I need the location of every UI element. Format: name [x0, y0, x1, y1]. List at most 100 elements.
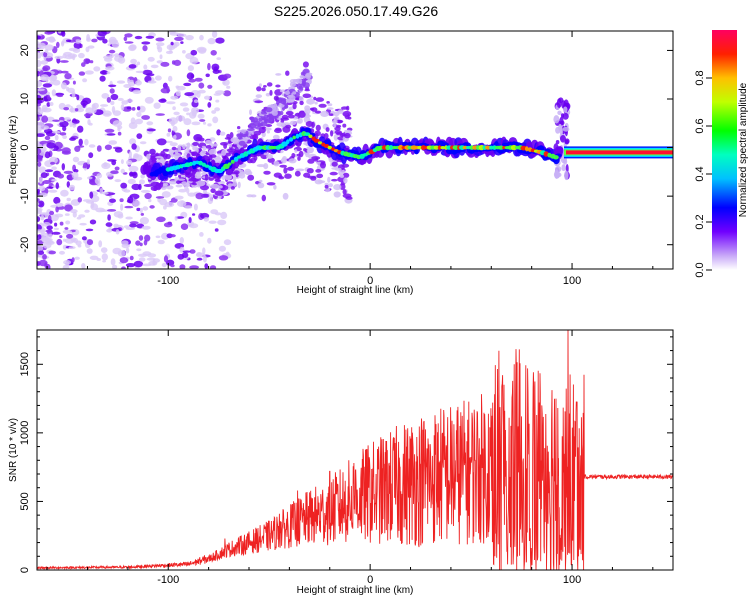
- noise-blob: [99, 188, 104, 195]
- noise-blob: [214, 179, 221, 183]
- noise-blob: [37, 250, 45, 255]
- noise-blob: [258, 117, 263, 122]
- noise-blob: [101, 162, 111, 169]
- noise-blob: [135, 240, 141, 246]
- noise-blob: [60, 70, 69, 74]
- noise-blob: [37, 147, 42, 155]
- noise-blob: [210, 188, 216, 194]
- noise-blob: [205, 73, 210, 78]
- snr-series-line: [37, 330, 673, 570]
- noise-blob: [81, 62, 86, 67]
- colorbar-tick-label: 0.0: [694, 262, 706, 277]
- noise-blob: [148, 199, 152, 203]
- noise-blob: [217, 153, 223, 156]
- noise-blob: [155, 156, 163, 159]
- noise-blob: [42, 83, 53, 88]
- noise-blob: [181, 181, 188, 186]
- noise-blob: [316, 161, 322, 165]
- noise-blob: [163, 255, 169, 263]
- noise-blob: [159, 198, 168, 206]
- noise-blob: [182, 250, 191, 253]
- noise-blob: [189, 223, 199, 229]
- noise-blob: [318, 103, 327, 108]
- noise-blob: [320, 110, 329, 117]
- noise-blob: [200, 150, 207, 155]
- noise-blob: [258, 179, 263, 183]
- noise-blob: [242, 133, 247, 138]
- noise-blob: [173, 41, 180, 47]
- noise-blob: [207, 196, 214, 205]
- noise-blob: [50, 161, 56, 165]
- noise-blob: [172, 125, 178, 132]
- noise-blob: [179, 264, 186, 269]
- noise-blob: [188, 179, 196, 182]
- noise-blob: [146, 73, 155, 77]
- noise-blob: [220, 211, 228, 219]
- noise-blob: [333, 184, 342, 191]
- noise-blob: [285, 70, 290, 76]
- ridge-hotspot: [281, 141, 288, 147]
- noise-blob: [156, 216, 166, 223]
- noise-blob: [261, 87, 266, 92]
- ridge-hotspot: [421, 145, 426, 151]
- colorbar-tick-label: 0.4: [694, 166, 706, 181]
- noise-blob: [117, 213, 124, 219]
- ridge-hotspot: [292, 135, 297, 140]
- noise-blob: [37, 122, 45, 127]
- noise-blob: [209, 265, 217, 269]
- noise-blob: [61, 163, 65, 171]
- spectrogram-frame: [36, 30, 674, 270]
- noise-blob: [183, 82, 192, 87]
- noise-blob: [69, 120, 73, 128]
- noise-blob: [77, 145, 85, 148]
- noise-blob: [343, 132, 351, 139]
- noise-blob: [215, 90, 225, 95]
- noise-blob: [150, 181, 160, 187]
- noise-blob: [165, 153, 171, 160]
- noise-blob: [37, 161, 42, 167]
- noise-blob: [38, 185, 46, 192]
- noise-blob: [138, 235, 144, 241]
- noise-blob: [100, 247, 108, 254]
- noise-blob: [186, 187, 190, 194]
- noise-blob: [170, 95, 179, 100]
- noise-blob: [168, 31, 176, 34]
- noise-blob: [59, 120, 69, 128]
- noise-blob: [314, 101, 318, 105]
- noise-blob: [193, 203, 198, 211]
- noise-blob: [85, 228, 94, 232]
- noise-blob: [158, 98, 167, 103]
- noise-blob: [77, 125, 84, 133]
- noise-blob: [53, 196, 61, 205]
- noise-blob: [174, 36, 184, 42]
- noise-blob: [239, 171, 246, 175]
- noise-blob: [120, 203, 124, 211]
- noise-blob: [78, 138, 83, 146]
- noise-blob: [311, 107, 318, 112]
- noise-blob: [563, 106, 568, 113]
- noise-blob: [37, 154, 43, 162]
- noise-blob: [186, 147, 190, 153]
- noise-blob: [110, 93, 119, 101]
- noise-blob: [114, 55, 124, 62]
- noise-blob: [215, 37, 225, 44]
- noise-blob: [556, 98, 562, 108]
- noise-blob: [139, 242, 143, 247]
- noise-blob: [232, 180, 238, 187]
- noise-blob: [132, 89, 142, 95]
- noise-blob: [110, 258, 116, 266]
- noise-blob: [37, 35, 41, 40]
- noise-blob: [139, 217, 149, 225]
- noise-blob: [301, 81, 306, 87]
- noise-blob: [116, 80, 126, 84]
- noise-blob: [128, 151, 132, 159]
- noise-blob: [182, 50, 186, 54]
- noise-blob: [123, 225, 130, 229]
- noise-blob: [60, 189, 69, 197]
- noise-blob: [273, 172, 282, 178]
- noise-blob: [64, 213, 70, 216]
- noise-blob: [71, 90, 76, 98]
- ridge-hotspot: [295, 133, 300, 139]
- noise-blob: [155, 235, 161, 239]
- noise-blob: [37, 200, 45, 208]
